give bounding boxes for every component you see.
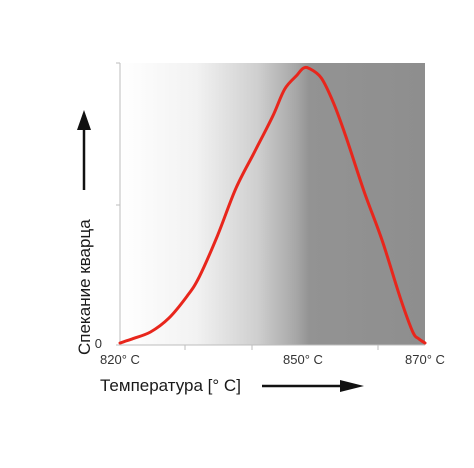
plot-area [120, 63, 425, 345]
y-axis-title-group: Спекание кварца [75, 219, 94, 355]
x-tick-label: 850° C [283, 352, 323, 367]
x-axis-arrow-head [340, 380, 364, 392]
y-tick-label: 0 [95, 336, 102, 351]
x-tick-label: 820° C [100, 352, 140, 367]
x-tick-label: 870° C [405, 352, 445, 367]
y-axis-title: Спекание кварца [75, 219, 94, 355]
x-axis-title: Температура [° C] [100, 376, 241, 395]
series-line [118, 65, 427, 345]
y-axis-arrow-head [77, 110, 91, 130]
